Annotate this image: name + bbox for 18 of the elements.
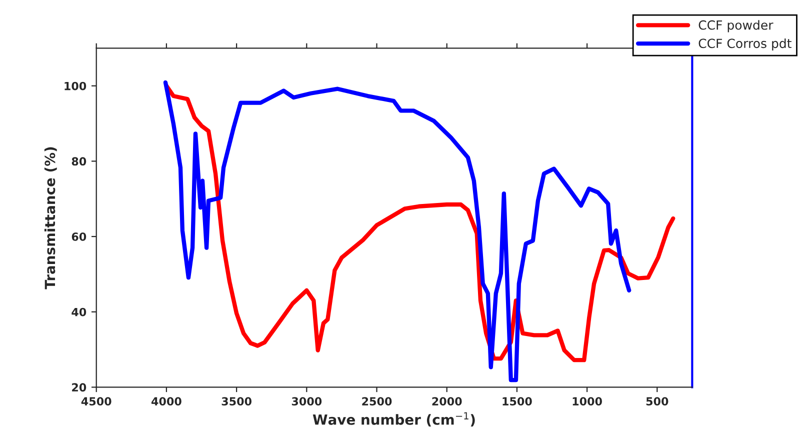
x-tick-label: 500: [646, 397, 668, 406]
x-tick-label: 3500: [222, 397, 252, 406]
y-axis-title: Transmittance (%): [44, 147, 57, 290]
legend-label: CCF Corros pdt: [698, 38, 792, 51]
x-tick-label: 4500: [81, 397, 112, 406]
x-tick-label: 3000: [292, 397, 322, 406]
y-tick-label: 40: [72, 308, 86, 316]
legend-label: CCF powder: [698, 20, 774, 32]
y-tick-label: 100: [64, 82, 86, 90]
x-axis-title: Wave number (cm$^{−1}$): [312, 412, 475, 427]
x-tick-label: 2500: [362, 397, 392, 406]
x-tick-label: 1500: [502, 397, 532, 406]
x-tick-label: 4000: [151, 397, 182, 406]
x-tick-label: 2000: [432, 397, 462, 406]
y-tick-label: 80: [72, 157, 86, 166]
x-tick-label: 1000: [572, 397, 602, 406]
y-tick-label: 60: [72, 232, 86, 241]
y-tick-label: 20: [72, 383, 86, 392]
